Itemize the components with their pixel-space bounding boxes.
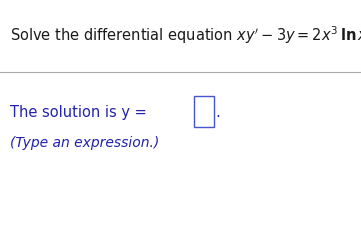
Text: (Type an expression.): (Type an expression.) <box>10 136 159 150</box>
Text: Solve the differential equation $xy' - 3y = 2x^3\,\mathbf{ln}\,x.$: Solve the differential equation $xy' - 3… <box>10 25 361 46</box>
Text: The solution is y =: The solution is y = <box>10 105 151 120</box>
FancyBboxPatch shape <box>194 96 214 127</box>
Text: .: . <box>216 105 220 120</box>
